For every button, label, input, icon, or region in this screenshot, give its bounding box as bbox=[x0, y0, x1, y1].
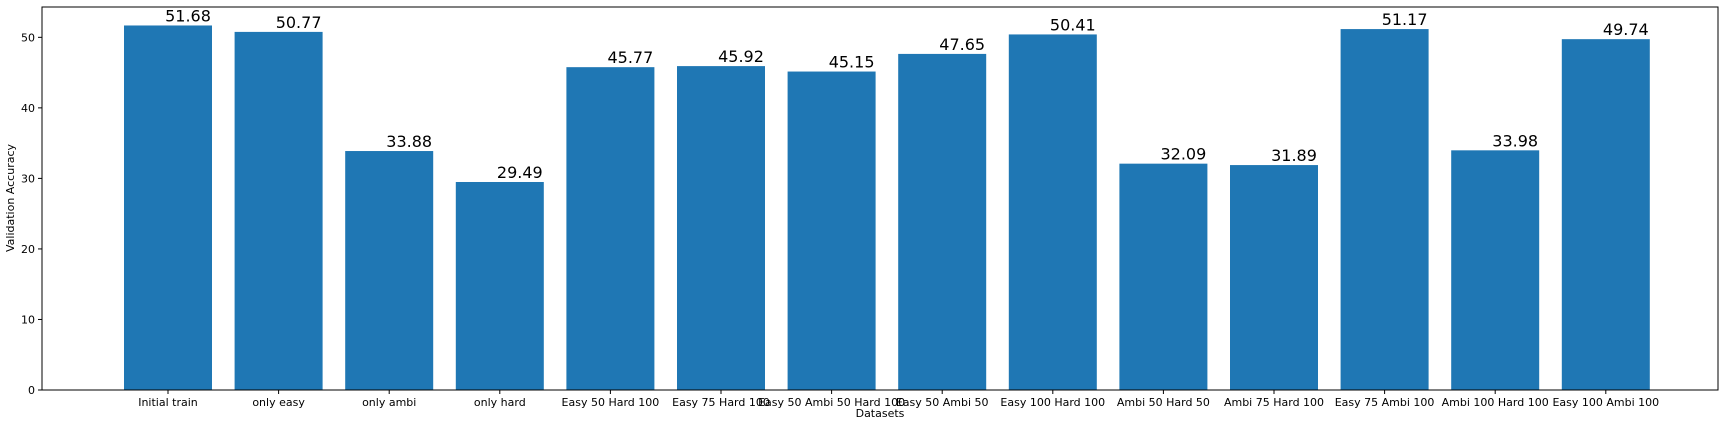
bar-value-label: 31.89 bbox=[1271, 146, 1317, 165]
x-tick-label: Easy 50 Hard 100 bbox=[562, 396, 660, 409]
bar-value-label: 51.68 bbox=[165, 6, 211, 25]
bar bbox=[345, 151, 434, 390]
x-tick-label: Ambi 100 Hard 100 bbox=[1442, 396, 1549, 409]
bar-value-label: 29.49 bbox=[497, 163, 543, 182]
bar-value-label: 45.15 bbox=[829, 53, 875, 72]
bar bbox=[1451, 150, 1540, 390]
bar bbox=[234, 31, 323, 390]
bar bbox=[787, 71, 876, 391]
bar-value-label: 33.98 bbox=[1492, 131, 1538, 150]
bar-value-label: 51.17 bbox=[1382, 10, 1428, 29]
x-tick-label: only ambi bbox=[362, 396, 416, 409]
bar bbox=[1230, 165, 1318, 390]
x-tick-label: Easy 100 Hard 100 bbox=[1000, 396, 1105, 409]
y-tick-label: 40 bbox=[21, 102, 35, 115]
plot-frame bbox=[41, 6, 1719, 391]
y-axis-title: Validation Accuracy bbox=[4, 143, 17, 252]
y-tick-label: 50 bbox=[21, 31, 35, 44]
x-axis-title: Datasets bbox=[856, 407, 905, 420]
x-tick-label: only easy bbox=[252, 396, 305, 409]
x-tick-label: only hard bbox=[474, 396, 526, 409]
bar-value-label: 45.77 bbox=[607, 48, 653, 67]
x-tick-label: Easy 50 Ambi 50 bbox=[896, 396, 989, 409]
bar bbox=[677, 66, 765, 391]
bar-value-label: 45.92 bbox=[718, 47, 764, 66]
x-axis-ticks: Initial train only easy only ambi only hard… bbox=[138, 390, 1659, 409]
x-tick-label: Easy 100 Ambi 100 bbox=[1552, 396, 1659, 409]
bar bbox=[566, 67, 655, 390]
bar bbox=[1340, 29, 1429, 391]
y-axis-ticks: 0 10 20 30 40 50 bbox=[21, 31, 42, 397]
bar bbox=[898, 53, 987, 391]
bar bbox=[1008, 34, 1097, 391]
data-labels-layer: 51.68 50.77 33.88 29.49 45.77 45.92 45.15 47.65… bbox=[165, 6, 1649, 182]
bar bbox=[124, 25, 212, 391]
bar bbox=[455, 181, 544, 390]
y-tick-label: 0 bbox=[28, 384, 35, 397]
y-tick-label: 20 bbox=[21, 243, 35, 256]
bar-value-label: 47.65 bbox=[939, 35, 985, 54]
x-tick-label: Easy 75 Ambi 100 bbox=[1335, 396, 1435, 409]
bar bbox=[1561, 39, 1650, 390]
x-tick-label: Initial train bbox=[138, 396, 198, 409]
x-tick-label: Easy 75 Hard 100 bbox=[672, 396, 770, 409]
axes-layer bbox=[41, 6, 1719, 391]
bar-value-label: 49.74 bbox=[1603, 20, 1649, 39]
bar-value-label: 50.77 bbox=[276, 13, 322, 32]
x-tick-label: Ambi 75 Hard 100 bbox=[1224, 396, 1324, 409]
bar-value-label: 33.88 bbox=[386, 132, 432, 151]
bars-layer bbox=[124, 25, 1650, 391]
y-tick-label: 30 bbox=[21, 172, 35, 185]
y-tick-label: 10 bbox=[21, 313, 35, 326]
x-tick-label: Ambi 50 Hard 50 bbox=[1117, 396, 1210, 409]
x-tick-label: Easy 50 Ambi 50 Hard 100 bbox=[758, 396, 905, 409]
bar-value-label: 32.09 bbox=[1160, 145, 1206, 164]
bar-value-label: 50.41 bbox=[1050, 15, 1096, 34]
bar bbox=[1119, 163, 1208, 390]
